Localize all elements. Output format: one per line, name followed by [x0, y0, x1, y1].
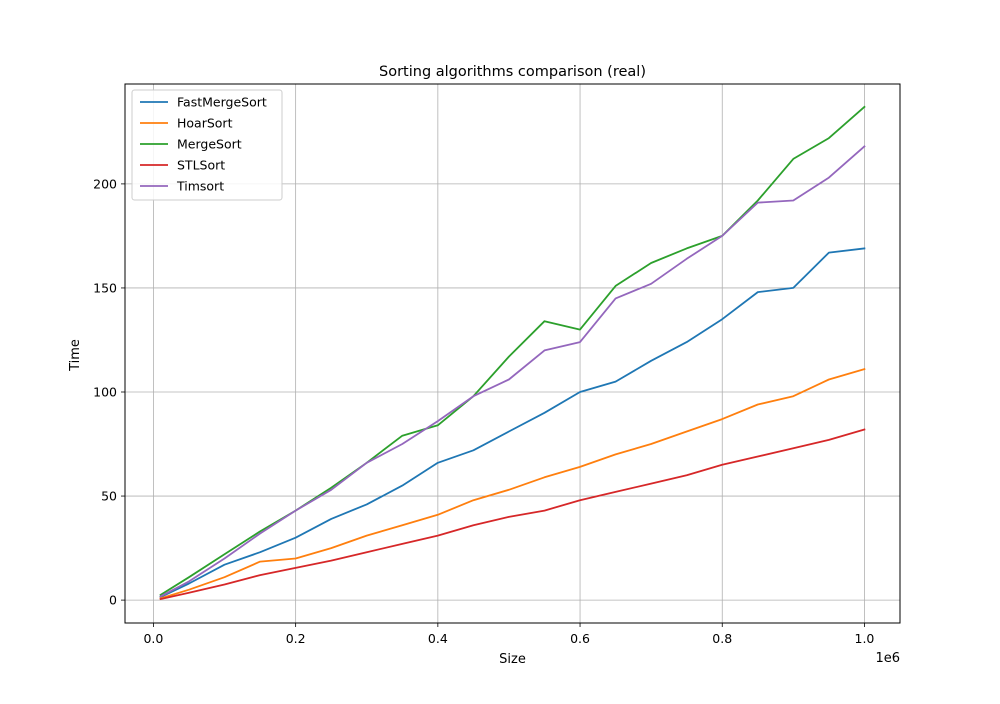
series-line-stlsort	[159, 428, 866, 601]
y-tick-label: 0	[109, 593, 117, 608]
x-tick-label: 0.2	[286, 631, 306, 646]
x-axis-label: Size	[499, 652, 526, 667]
axis-ticks: 0.0 0.2 0.4 0.6 0.8 1.0 0 50 100 150 200	[93, 176, 874, 646]
y-tick-label: 150	[93, 280, 117, 295]
legend-label-hoarsort: HoarSort	[177, 116, 233, 131]
series-line-fastmergesort	[159, 247, 866, 599]
legend-label-stlsort: STLSort	[177, 158, 225, 173]
legend-label-timsort: Timsort	[176, 179, 224, 194]
chart-title: Sorting algorithms comparison (real)	[379, 64, 646, 80]
x-tick-label: 1.0	[855, 631, 875, 646]
x-tick-label: 0.0	[143, 631, 163, 646]
legend-label-mergesort: MergeSort	[177, 137, 242, 152]
x-tick-label: 0.8	[712, 631, 732, 646]
series-line-mergesort	[159, 105, 866, 597]
x-tick-label: 0.4	[428, 631, 448, 646]
y-tick-label: 50	[101, 489, 117, 504]
plot-frame	[124, 83, 901, 624]
series-line-timsort	[159, 145, 866, 598]
legend: FastMergeSort HoarSort MergeSort STLSort Tim…	[131, 89, 283, 201]
x-tick-label: 0.6	[570, 631, 590, 646]
series-lines	[159, 105, 866, 601]
x-axis-offset-text: 1e6	[875, 651, 900, 666]
legend-label-fastmergesort: FastMergeSort	[177, 95, 267, 110]
y-tick-label: 200	[93, 176, 117, 191]
y-axis-label: Time	[68, 339, 83, 372]
y-tick-label: 100	[93, 385, 117, 400]
series-line-hoarsort	[159, 367, 866, 600]
legend-box	[131, 89, 283, 201]
